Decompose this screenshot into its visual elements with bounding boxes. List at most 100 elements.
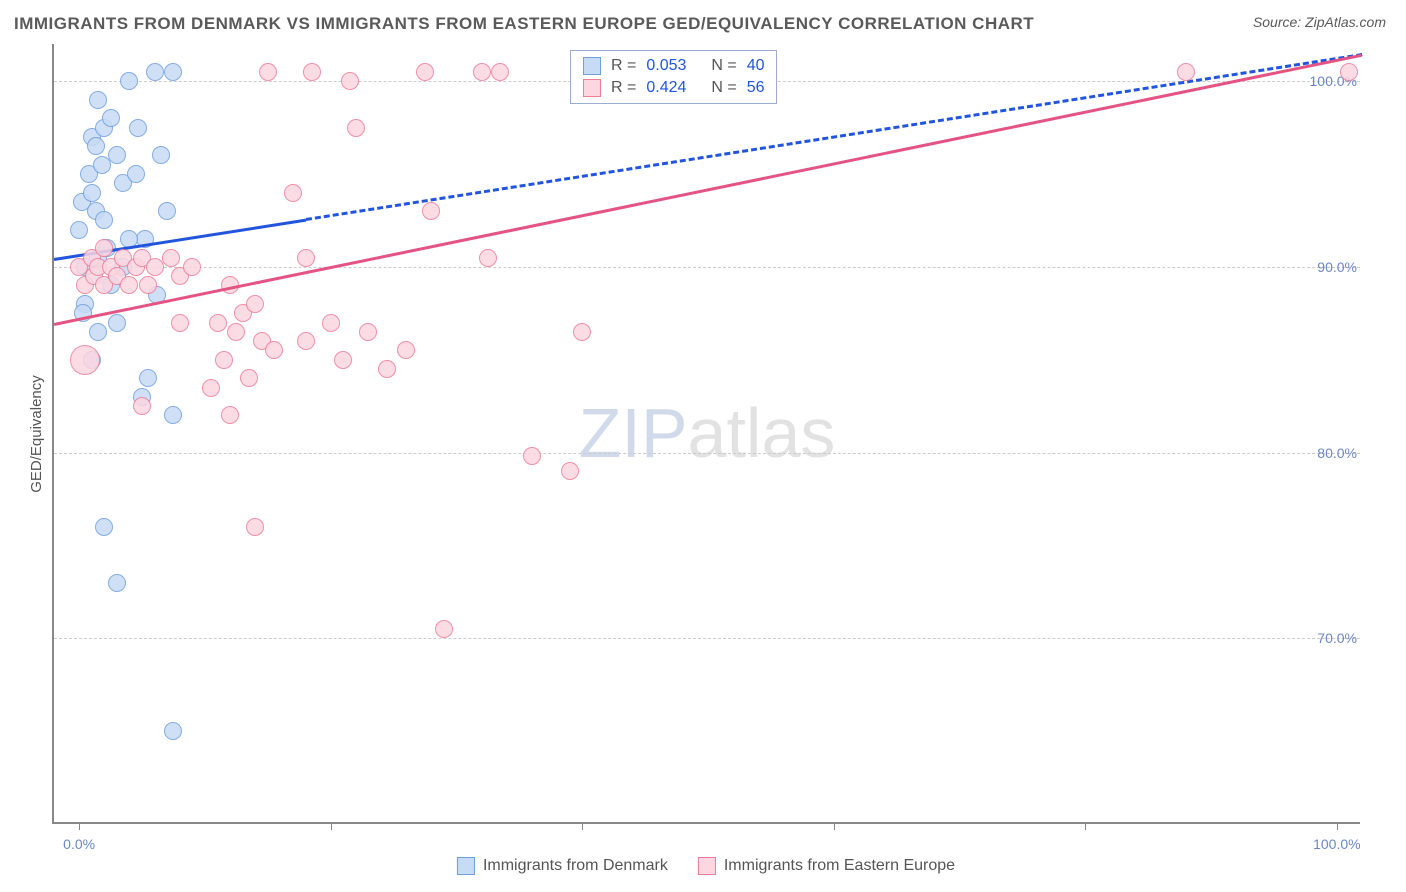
data-point (95, 239, 113, 257)
data-point (240, 369, 258, 387)
data-point (108, 574, 126, 592)
data-point (209, 314, 227, 332)
data-point (284, 184, 302, 202)
data-point (297, 332, 315, 350)
data-point (95, 211, 113, 229)
data-point (152, 146, 170, 164)
data-point (108, 146, 126, 164)
data-point (341, 72, 359, 90)
data-point (158, 202, 176, 220)
gridline (54, 453, 1360, 454)
watermark-atlas: atlas (688, 394, 836, 472)
x-tick (1337, 822, 1338, 830)
legend-series: Immigrants from Denmark Immigrants from E… (457, 857, 955, 875)
x-tick-label: 0.0% (63, 836, 95, 852)
data-point (102, 109, 120, 127)
r-value: 0.053 (646, 57, 701, 75)
data-point (491, 63, 509, 81)
data-point (146, 258, 164, 276)
legend-item: Immigrants from Denmark (457, 857, 668, 875)
data-point (89, 91, 107, 109)
watermark-zip: ZIP (579, 394, 688, 472)
data-point (397, 341, 415, 359)
data-point (171, 314, 189, 332)
y-tick-label: 70.0% (1297, 630, 1357, 646)
data-point (322, 314, 340, 332)
data-point (416, 63, 434, 81)
data-point (164, 406, 182, 424)
data-point (1340, 63, 1358, 81)
data-point (127, 165, 145, 183)
data-point (139, 369, 157, 387)
data-point (246, 518, 264, 536)
data-point (129, 119, 147, 137)
legend-stat-row: R = 0.053 N = 40 (583, 55, 764, 77)
data-point (89, 323, 107, 341)
data-point (162, 249, 180, 267)
data-point (259, 63, 277, 81)
data-point (202, 379, 220, 397)
y-axis-title: GED/Equivalency (28, 354, 45, 514)
plot-area: ZIPatlas 70.0%80.0%90.0%100.0%0.0%100.0% (52, 44, 1360, 824)
n-label: N = (711, 57, 736, 75)
data-point (120, 276, 138, 294)
r-value: 0.424 (646, 79, 701, 97)
chart-container: IMMIGRANTS FROM DENMARK VS IMMIGRANTS FR… (0, 0, 1406, 892)
data-point (1177, 63, 1195, 81)
r-label: R = (611, 79, 636, 97)
data-point (164, 63, 182, 81)
source-label: Source: (1253, 14, 1305, 30)
data-point (70, 345, 100, 375)
data-point (573, 323, 591, 341)
data-point (133, 397, 151, 415)
data-point (139, 276, 157, 294)
data-point (246, 295, 264, 313)
n-value: 40 (747, 57, 765, 75)
x-tick (331, 822, 332, 830)
data-point (378, 360, 396, 378)
data-point (146, 63, 164, 81)
data-point (87, 137, 105, 155)
data-point (83, 184, 101, 202)
data-point (221, 406, 239, 424)
data-point (561, 462, 579, 480)
data-point (108, 314, 126, 332)
data-point (297, 249, 315, 267)
data-point (215, 351, 233, 369)
data-point (473, 63, 491, 81)
chart-title: IMMIGRANTS FROM DENMARK VS IMMIGRANTS FR… (14, 14, 1034, 34)
data-point (164, 722, 182, 740)
r-label: R = (611, 57, 636, 75)
watermark: ZIPatlas (579, 393, 836, 473)
data-point (303, 63, 321, 81)
data-point (359, 323, 377, 341)
legend-swatch (583, 79, 601, 97)
x-tick (79, 822, 80, 830)
x-tick (582, 822, 583, 830)
legend-stats: R = 0.053 N = 40 R = 0.424 N = 56 (570, 50, 777, 104)
gridline (54, 267, 1360, 268)
chart-source: Source: ZipAtlas.com (1253, 14, 1386, 30)
legend-stat-row: R = 0.424 N = 56 (583, 77, 764, 99)
x-tick-label: 100.0% (1313, 836, 1360, 852)
data-point (95, 518, 113, 536)
trend-line (305, 53, 1362, 221)
legend-label: Immigrants from Denmark (483, 857, 668, 875)
data-point (120, 72, 138, 90)
gridline (54, 638, 1360, 639)
data-point (70, 221, 88, 239)
legend-swatch (583, 57, 601, 75)
data-point (422, 202, 440, 220)
legend-swatch (698, 857, 716, 875)
x-tick (1085, 822, 1086, 830)
n-value: 56 (747, 79, 765, 97)
data-point (265, 341, 283, 359)
n-label: N = (711, 79, 736, 97)
data-point (183, 258, 201, 276)
y-tick-label: 80.0% (1297, 445, 1357, 461)
data-point (435, 620, 453, 638)
legend-item: Immigrants from Eastern Europe (698, 857, 955, 875)
data-point (334, 351, 352, 369)
source-value: ZipAtlas.com (1305, 14, 1386, 30)
legend-swatch (457, 857, 475, 875)
